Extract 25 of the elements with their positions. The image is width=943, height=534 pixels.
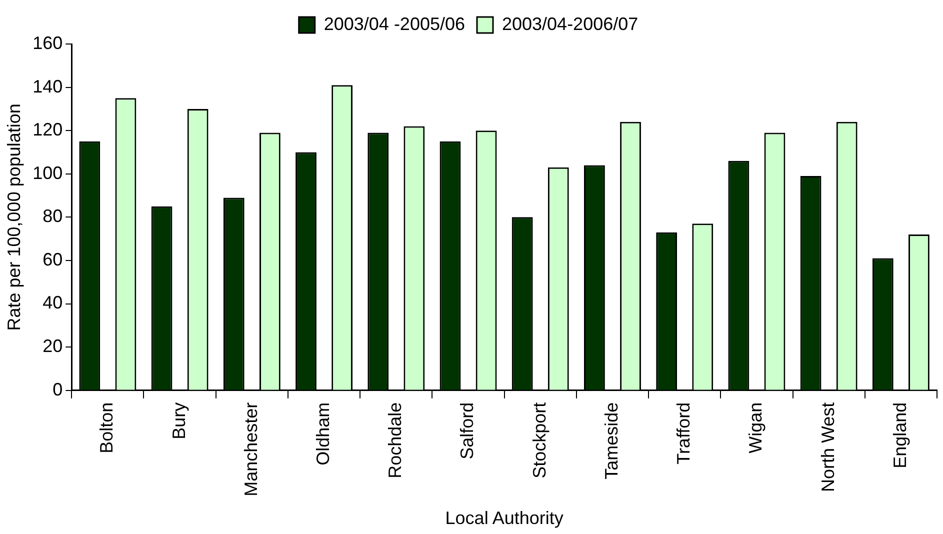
x-axis-title: Local Authority <box>445 508 564 528</box>
y-tick-label: 140 <box>32 76 63 96</box>
x-tick-label: Salford <box>457 402 478 460</box>
y-tick-label: 60 <box>42 249 63 270</box>
x-tick-label: Trafford <box>674 402 694 464</box>
x-tick-label: Tameside <box>601 402 622 480</box>
y-tick-label: 80 <box>42 206 63 226</box>
y-tick-label: 20 <box>42 336 63 356</box>
y-tick-label: 160 <box>32 32 63 53</box>
x-tick-label: England <box>890 402 910 468</box>
y-tick-label: 100 <box>32 162 63 183</box>
x-tick-label: Bury <box>168 402 189 440</box>
y-tick-label: 0 <box>52 379 63 400</box>
x-tick-label: Bolton <box>96 402 117 454</box>
y-tick-label: 120 <box>32 120 63 140</box>
x-tick-label: Rochdale <box>385 402 406 478</box>
legend-label: 2003/04 -2005/06 <box>324 14 466 34</box>
x-tick-label: Manchester <box>240 402 261 496</box>
legend-label: 2003/04-2006/07 <box>502 14 638 34</box>
x-tick-label: North West <box>818 402 838 492</box>
y-tick-label: 40 <box>42 292 63 313</box>
x-tick-label: Stockport <box>529 402 550 478</box>
x-tick-label: Wigan <box>746 402 766 454</box>
x-tick-label: Oldham <box>313 402 333 466</box>
y-axis-title: Rate per 100,000 population <box>4 104 24 331</box>
